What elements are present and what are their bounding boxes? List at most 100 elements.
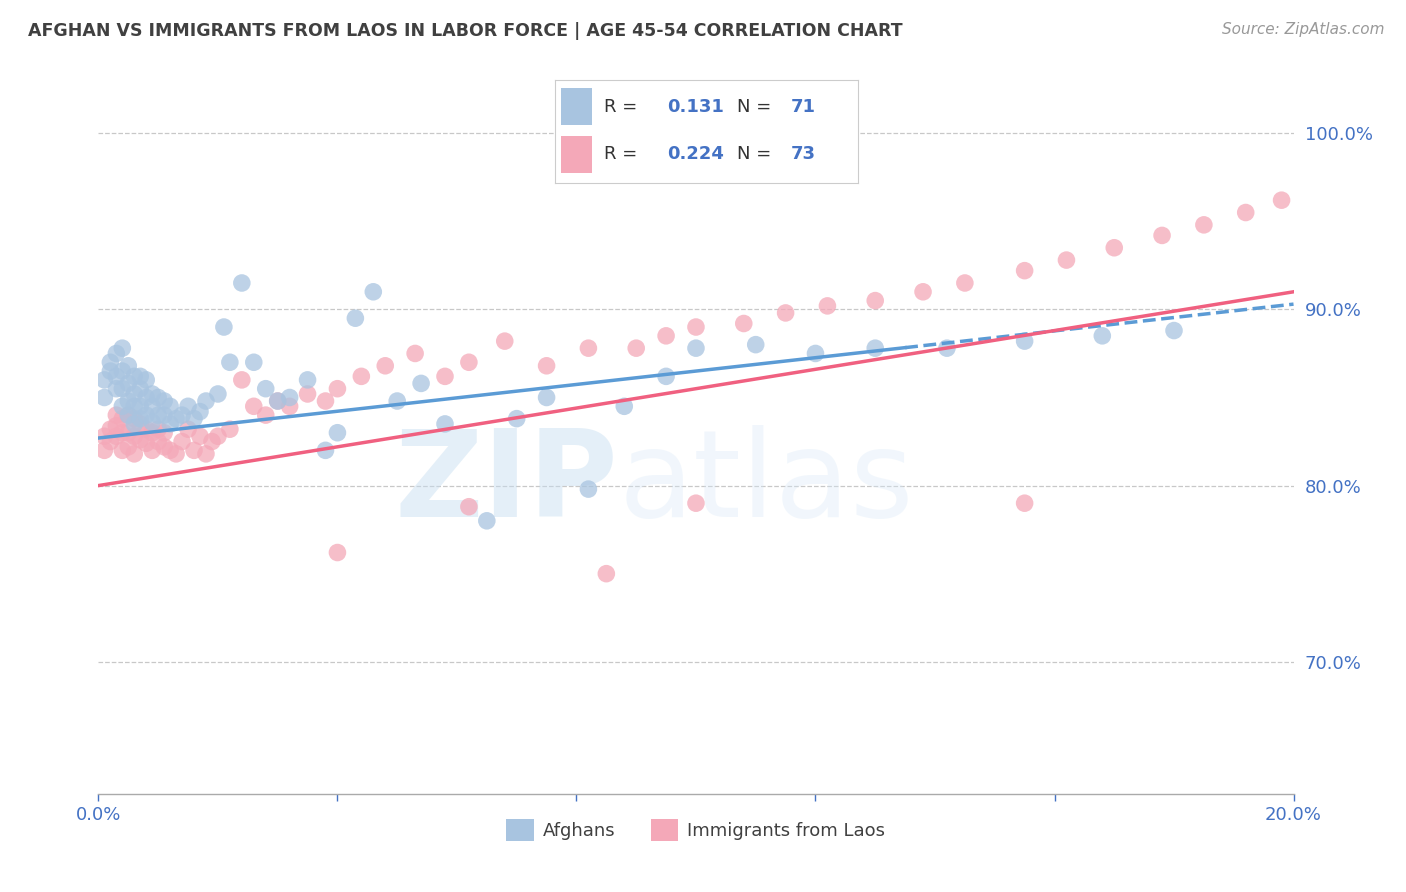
Point bbox=[1014, 496, 1036, 510]
Point bbox=[374, 359, 396, 373]
Point bbox=[1271, 193, 1294, 207]
Point bbox=[578, 482, 600, 496]
Point bbox=[117, 425, 139, 440]
Legend: Afghans, Immigrants from Laos: Afghans, Immigrants from Laos bbox=[499, 812, 893, 848]
Text: R =: R = bbox=[603, 98, 643, 116]
Point bbox=[315, 394, 337, 409]
Text: N =: N = bbox=[737, 98, 776, 116]
Point bbox=[129, 411, 152, 425]
Point bbox=[159, 443, 181, 458]
Point bbox=[117, 376, 139, 391]
Point bbox=[1192, 218, 1215, 232]
Point bbox=[153, 408, 176, 422]
Point bbox=[165, 447, 187, 461]
Point bbox=[111, 425, 134, 440]
Point bbox=[267, 394, 290, 409]
Point bbox=[177, 422, 200, 436]
Point bbox=[129, 417, 152, 431]
Point bbox=[231, 373, 253, 387]
Point bbox=[148, 391, 170, 405]
Point bbox=[105, 346, 128, 360]
Point bbox=[219, 422, 242, 436]
Point bbox=[326, 382, 349, 396]
Point bbox=[129, 369, 152, 384]
Point bbox=[536, 391, 558, 405]
Text: R =: R = bbox=[603, 145, 643, 163]
Point bbox=[745, 337, 768, 351]
Point bbox=[434, 369, 457, 384]
Point bbox=[135, 408, 157, 422]
Point bbox=[98, 364, 122, 378]
Point bbox=[93, 443, 115, 458]
Point bbox=[278, 399, 301, 413]
Point bbox=[124, 369, 146, 384]
Point bbox=[124, 417, 146, 431]
Point bbox=[124, 429, 146, 443]
Point bbox=[578, 341, 600, 355]
Point bbox=[475, 514, 498, 528]
Point bbox=[344, 311, 367, 326]
Point bbox=[595, 566, 617, 581]
Point bbox=[212, 320, 235, 334]
Point bbox=[105, 408, 128, 422]
Point bbox=[219, 355, 242, 369]
Point bbox=[297, 387, 319, 401]
Point bbox=[434, 417, 457, 431]
Point bbox=[254, 382, 277, 396]
Point bbox=[350, 369, 373, 384]
Point bbox=[1104, 241, 1126, 255]
Point bbox=[1091, 328, 1114, 343]
Point bbox=[159, 417, 181, 431]
Point bbox=[254, 408, 277, 422]
Point bbox=[733, 317, 755, 331]
Text: 0.131: 0.131 bbox=[668, 98, 724, 116]
Point bbox=[111, 364, 134, 378]
Point bbox=[685, 320, 707, 334]
Point bbox=[135, 391, 157, 405]
Text: atlas: atlas bbox=[619, 425, 914, 542]
Point bbox=[111, 382, 134, 396]
Point bbox=[98, 422, 122, 436]
Point bbox=[98, 434, 122, 449]
Point bbox=[124, 399, 146, 413]
Point bbox=[912, 285, 935, 299]
Point bbox=[93, 373, 115, 387]
Point bbox=[1056, 253, 1078, 268]
Point bbox=[141, 443, 163, 458]
Point bbox=[536, 359, 558, 373]
Point bbox=[815, 299, 838, 313]
Point bbox=[243, 399, 266, 413]
Point bbox=[865, 293, 887, 308]
Point bbox=[1163, 324, 1185, 338]
Point bbox=[159, 399, 181, 413]
Point bbox=[655, 369, 678, 384]
Point bbox=[865, 341, 887, 355]
Text: Source: ZipAtlas.com: Source: ZipAtlas.com bbox=[1222, 22, 1385, 37]
Point bbox=[172, 434, 194, 449]
Point bbox=[458, 355, 481, 369]
Point bbox=[297, 373, 319, 387]
Point bbox=[129, 433, 152, 447]
Point bbox=[411, 376, 433, 391]
Point bbox=[458, 500, 481, 514]
Point bbox=[315, 443, 337, 458]
Point bbox=[195, 394, 218, 409]
Point bbox=[506, 411, 529, 425]
Point bbox=[183, 443, 205, 458]
Point bbox=[1014, 263, 1036, 277]
Point bbox=[153, 425, 176, 440]
Point bbox=[183, 411, 205, 425]
Point bbox=[936, 341, 959, 355]
Point bbox=[148, 422, 170, 436]
Point bbox=[685, 341, 707, 355]
FancyBboxPatch shape bbox=[561, 88, 592, 126]
Point bbox=[1014, 334, 1036, 348]
Point bbox=[105, 429, 128, 443]
Point bbox=[141, 425, 163, 440]
Point bbox=[613, 399, 636, 413]
Point bbox=[124, 411, 146, 425]
Point bbox=[117, 440, 139, 454]
Point bbox=[804, 346, 827, 360]
Point bbox=[117, 359, 139, 373]
Point bbox=[188, 404, 211, 418]
